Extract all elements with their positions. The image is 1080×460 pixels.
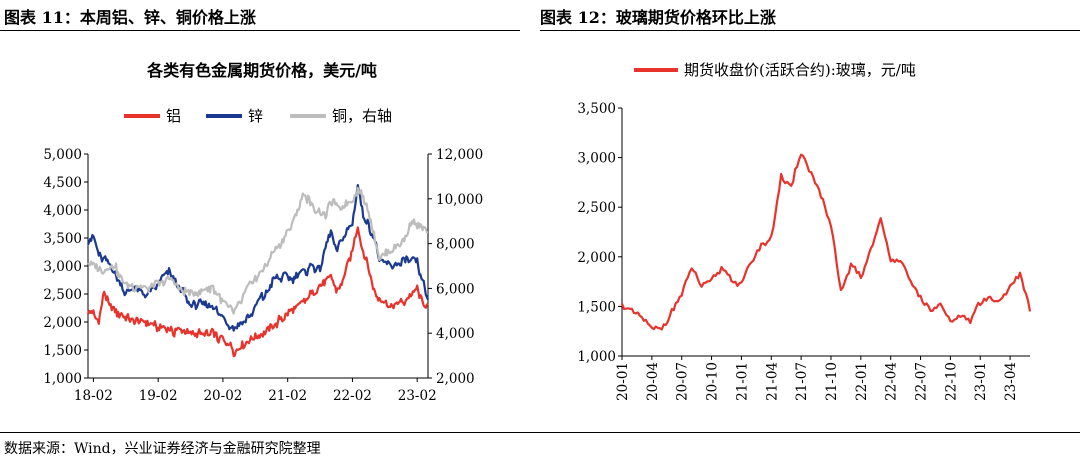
legend-label: 锌 [248,107,263,125]
x-tick-label: 23-02 [398,388,437,404]
y-right-tick-label: 6,000 [436,281,475,297]
x-tick-label: 22-10 [943,362,959,401]
y-left-tick-label: 2,500 [577,200,616,216]
metals-price-chart: 各类有色金属期货价格，美元/吨 1,000 1,500 2,000 2,500 3,000… [43,61,483,404]
series-line [86,226,429,358]
x-tick-label: 20-02 [203,388,242,404]
legend-label: 期货收盘价(活跃合约):玻璃，元/吨 [684,61,916,79]
legend-label: 铝 [166,107,181,125]
chart-title: 各类有色金属期货价格，美元/吨 [146,61,377,80]
y-left-tick-label: 1,000 [43,371,82,387]
source-note: 数据来源：Wind，兴业证券经济与金融研究院整理 [4,441,321,457]
x-tick-label: 22-01 [854,362,870,401]
y-right-tick-label: 4,000 [436,326,475,342]
x-tick-label: 20-07 [675,362,691,401]
x-tick-label: 21-02 [268,388,307,404]
y-left-tick-label: 2,500 [43,287,82,303]
y-left-tick-label: 1,500 [577,299,616,315]
y-right-tick-label: 12,000 [436,147,483,163]
y-right-tick-label: 8,000 [436,237,475,253]
series-line [87,186,429,315]
x-tick-label: 20-01 [615,362,631,401]
y-right-tick-label: 2,000 [436,371,475,387]
right-panel-title: 图表 12：玻璃期货价格环比上涨 [540,8,776,27]
x-tick-label: 23-04 [1003,362,1019,401]
y-left-tick-label: 2,000 [43,315,82,331]
x-tick-label: 22-04 [884,362,900,401]
x-tick-label: 21-10 [824,362,840,401]
legend-label: 铜，右轴 [332,107,392,125]
left-title-rule [0,30,520,31]
y-left-tick-label: 1,500 [43,343,82,359]
y-left-tick-label: 4,000 [43,203,82,219]
y-left-tick-label: 3,000 [43,259,82,275]
x-tick-label: 22-07 [914,362,930,401]
y-left-tick-label: 3,500 [577,101,616,117]
y-left-tick-label: 2,000 [577,250,616,266]
series-line [620,153,1032,331]
x-tick-label: 21-01 [734,362,750,401]
y-left-tick-label: 1,000 [577,349,616,365]
y-left-tick-label: 4,500 [43,175,82,191]
x-tick-label: 19-02 [139,388,178,404]
x-tick-label: 20-10 [705,362,721,401]
y-right-tick-label: 10,000 [436,192,483,208]
x-tick-label: 20-04 [645,362,661,401]
glass-futures-chart: 1,000 1,500 2,000 2,500 3,000 3,500 20-01 20-04… [577,61,1032,401]
x-tick-label: 18-02 [74,388,113,404]
x-tick-label: 21-04 [764,362,780,401]
series-line [87,184,429,332]
left-panel-title: 图表 11：本周铝、锌、铜价格上涨 [4,8,256,27]
y-left-tick-label: 5,000 [43,147,82,163]
x-tick-label: 21-07 [794,362,810,401]
x-tick-label: 22-02 [333,388,372,404]
y-left-tick-label: 3,000 [577,151,616,167]
right-title-rule [540,30,1080,31]
x-tick-label: 23-01 [973,362,989,401]
footer-rule [0,432,1080,433]
y-left-tick-label: 3,500 [43,231,82,247]
